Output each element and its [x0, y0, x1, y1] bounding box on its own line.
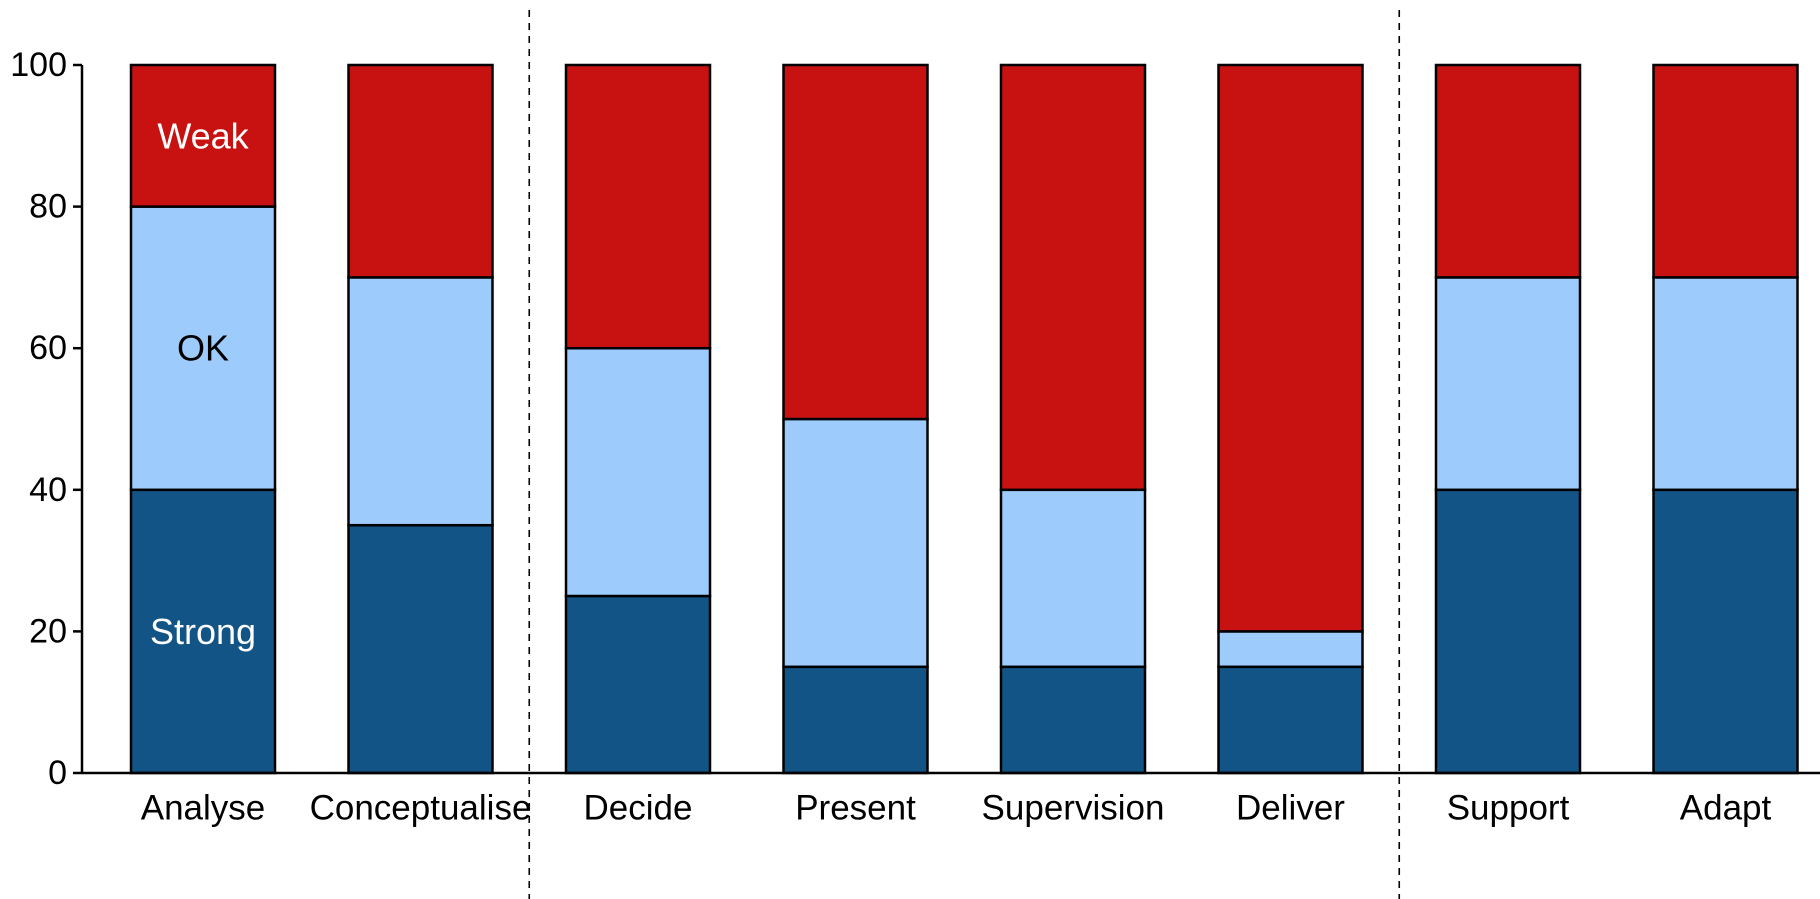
- x-category-label: Decide: [584, 789, 693, 828]
- bar-segment-ok: [347, 276, 494, 527]
- bar-segment-strong: [999, 665, 1147, 775]
- y-tick-label: 100: [10, 46, 67, 84]
- group-separators: [528, 10, 1401, 899]
- bar-segment-weak: [1434, 63, 1582, 279]
- bar-segment-ok: [999, 488, 1147, 669]
- bar-segment-strong: [1217, 665, 1364, 775]
- bars: Strong OK Weak: [129, 63, 1799, 775]
- y-tick-label: 40: [29, 471, 67, 509]
- x-category-label: Conceptualise: [310, 789, 532, 828]
- bar-segment-strong: [564, 594, 712, 775]
- bar-segment-ok: [1652, 276, 1799, 492]
- x-category-label: Supervision: [982, 789, 1165, 828]
- y-tick-label: 80: [29, 188, 67, 226]
- series-label-weak: Weak: [157, 115, 249, 156]
- bar-segment-strong: [1652, 488, 1799, 775]
- bar-segment-weak: [129, 63, 277, 208]
- y-axis: 0 20 40 60 80 100: [10, 46, 84, 792]
- x-category-label: Support: [1447, 789, 1570, 828]
- bar-segment-ok: [1434, 276, 1582, 492]
- bar-segment-ok: [782, 417, 929, 669]
- bar-segment-weak: [347, 63, 494, 279]
- bar-segment-weak: [999, 63, 1147, 492]
- bar-segment-strong: [782, 665, 929, 775]
- bar-segment-weak: [1217, 63, 1364, 633]
- y-tick-label: 60: [29, 329, 67, 367]
- bar-segment-weak: [564, 63, 712, 350]
- x-axis: Analyse Conceptualise Decide Present Supervi…: [82, 771, 1820, 828]
- bar-segment-ok: [129, 205, 277, 492]
- bar-segment-ok: [1217, 630, 1364, 669]
- bar-segment-weak: [782, 63, 929, 421]
- x-category-label: Deliver: [1236, 789, 1345, 828]
- series-label-strong: Strong: [150, 611, 256, 652]
- x-category-label: Adapt: [1680, 789, 1772, 828]
- bar-segment-ok: [564, 346, 712, 598]
- bar-segment-strong: [1434, 488, 1582, 775]
- x-category-label: Present: [795, 789, 916, 828]
- bar-segment-strong: [347, 523, 494, 775]
- bar-segment-weak: [1652, 63, 1799, 279]
- series-label-ok: OK: [177, 328, 229, 369]
- y-tick-label: 0: [48, 754, 67, 792]
- y-tick-label: 20: [29, 612, 67, 650]
- x-category-label: Analyse: [141, 789, 266, 828]
